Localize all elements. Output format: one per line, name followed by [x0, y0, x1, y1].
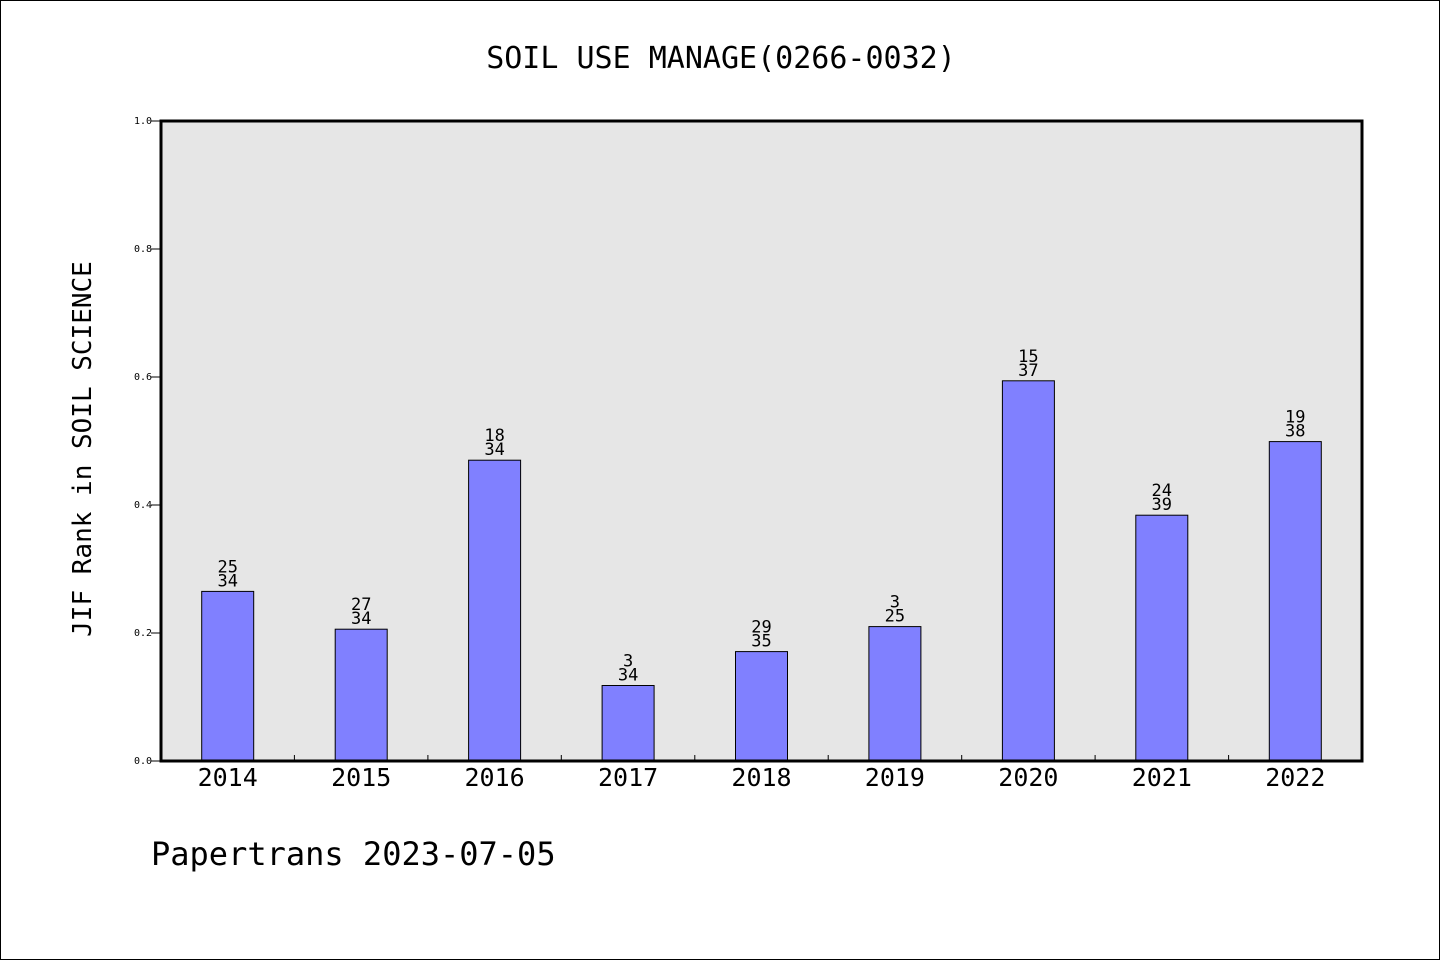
y-axis-label: JIF Rank in SOIL SCIENCE: [68, 261, 98, 637]
x-tick-label: 2018: [731, 763, 791, 792]
bar-label-total: 34: [217, 571, 237, 591]
y-tick-label: 0.4: [134, 500, 152, 511]
chart-title: SOIL USE MANAGE(0266-0032): [486, 41, 956, 76]
bar-2017: [601, 685, 655, 762]
bar-2021: [1135, 514, 1189, 762]
bar-label-total: 34: [484, 440, 504, 460]
plot-border: [159, 119, 1364, 763]
bar-label-rank: 24: [1152, 481, 1172, 501]
bar-2022: [1268, 441, 1322, 762]
bar-label-rank: 18: [484, 426, 504, 446]
y-tick-label: 1.0: [134, 116, 152, 127]
bar-label-total: 38: [1285, 422, 1305, 442]
x-tick-label: 2021: [1132, 763, 1192, 792]
bar-2018: [735, 651, 788, 762]
bar-2015: [334, 628, 388, 762]
y-tick-label: 0.0: [134, 756, 152, 767]
bar-label-total: 39: [1152, 495, 1172, 515]
bar-2019: [868, 626, 922, 762]
x-tick-label: 2015: [331, 763, 391, 792]
x-tick-label: 2019: [865, 763, 925, 792]
y-tick-label: 0.2: [134, 628, 152, 639]
bar-2016: [468, 459, 522, 762]
bar-label-rank: 27: [351, 595, 371, 615]
y-tick-label: 0.6: [134, 372, 152, 383]
bar-label-rank: 29: [751, 618, 771, 638]
bar-2014: [201, 590, 255, 762]
bar-label-total: 34: [618, 666, 638, 686]
x-tick-label: 2020: [998, 763, 1058, 792]
x-tick-label: 2017: [598, 763, 658, 792]
bar-label-rank: 15: [1018, 347, 1038, 367]
bar-label-rank: 25: [217, 557, 237, 577]
x-axis-ticks: 2014 2015 2016 2017 2018 2019 2020 2021 2022: [198, 755, 1325, 792]
bar-label-total: 37: [1018, 361, 1038, 381]
footer-credit: Papertrans 2023-07-05: [151, 835, 556, 873]
bar-label-rank: 3: [623, 652, 633, 672]
bar-label-total: 34: [351, 609, 371, 629]
bars-group: [201, 380, 1322, 762]
bar-label-total: 25: [885, 607, 905, 627]
y-axis-ticks: 0.0 0.2 0.4 0.6 0.8 1.0: [134, 116, 161, 767]
bar-label-rank: 19: [1285, 408, 1305, 428]
x-tick-label: 2022: [1265, 763, 1325, 792]
x-tick-label: 2014: [198, 763, 258, 792]
bar-label-rank: 3: [890, 593, 900, 613]
x-tick-label: 2016: [464, 763, 524, 792]
bar-2020: [1001, 380, 1055, 762]
y-tick-label: 0.8: [134, 244, 152, 255]
bar-label-total: 35: [751, 632, 771, 652]
